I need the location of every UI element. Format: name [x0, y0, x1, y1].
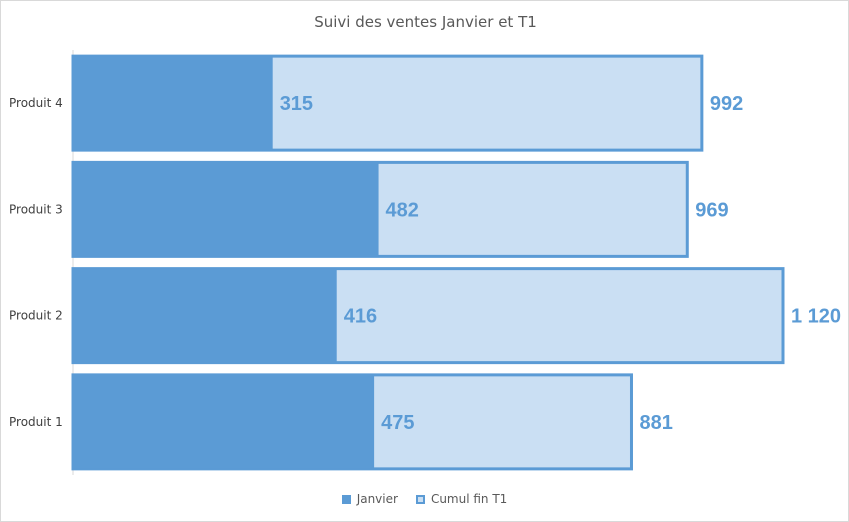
legend-swatch-cumul: [415, 494, 425, 504]
bar-janvier-produit-3: [73, 162, 379, 257]
bar-janvier-produit-2: [73, 268, 337, 363]
data-label-cumul-produit-1: 881: [639, 412, 672, 434]
data-label-janvier-produit-4: 315: [280, 93, 313, 115]
legend-swatch-janvier: [341, 494, 351, 504]
data-label-cumul-produit-3: 969: [695, 199, 728, 221]
bar-janvier-produit-4: [73, 56, 273, 151]
tick-label-produit-3: Produit 3: [9, 202, 63, 216]
tick-label-produit-2: Produit 2: [9, 309, 63, 323]
data-label-cumul-produit-4: 992: [710, 93, 743, 115]
tick-label-produit-1: Produit 1: [9, 415, 63, 429]
bar-janvier-produit-1: [73, 374, 375, 469]
data-label-janvier-produit-1: 475: [381, 412, 414, 434]
tick-label-produit-4: Produit 4: [9, 96, 63, 110]
legend-label-janvier: Janvier: [356, 492, 398, 506]
data-label-cumul-produit-2: 1 120: [791, 306, 841, 328]
chart-title: Suivi des ventes Janvier et T1: [314, 13, 537, 31]
legend: Janvier Cumul fin T1: [0, 492, 849, 506]
legend-label-cumul: Cumul fin T1: [430, 492, 508, 506]
data-label-janvier-produit-3: 482: [386, 199, 419, 221]
legend-item-cumul: Cumul fin T1: [415, 492, 508, 506]
legend-item-janvier: Janvier: [341, 492, 398, 506]
data-label-janvier-produit-2: 416: [344, 306, 377, 328]
